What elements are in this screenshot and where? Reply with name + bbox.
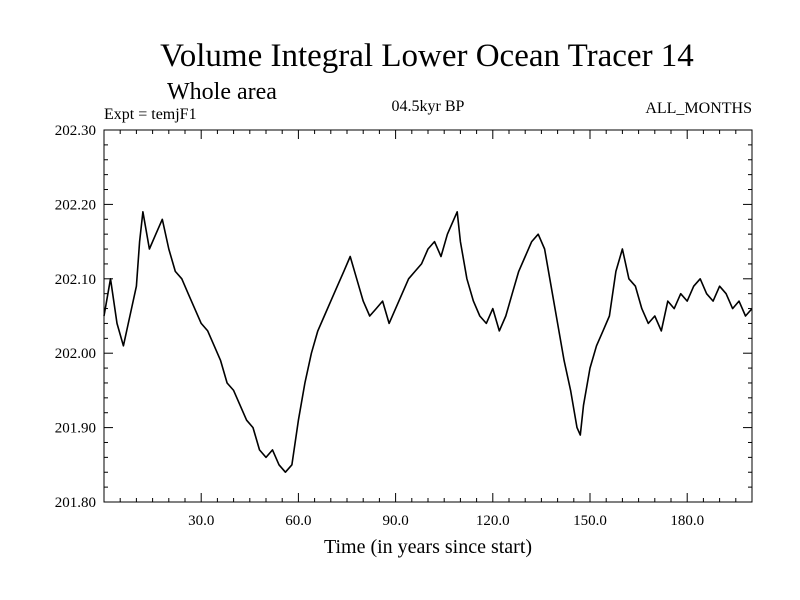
x-tick-label: 30.0 — [188, 513, 214, 529]
x-tick-labels: 30.0 60.0 90.0 120.0 150.0 180.0 — [188, 513, 704, 529]
y-tick-label: 201.90 — [55, 421, 96, 437]
months-label: ALL_MONTHS — [645, 100, 752, 117]
x-tick-label: 150.0 — [573, 513, 607, 529]
x-tick-label: 90.0 — [382, 513, 408, 529]
chart-subtitle: Whole area — [167, 79, 277, 105]
experiment-label: Expt = temjF1 — [104, 106, 197, 123]
y-tick-label: 202.10 — [55, 272, 96, 288]
y-tick-label: 201.80 — [55, 495, 96, 511]
y-tick-label: 202.20 — [55, 197, 96, 213]
y-tick-label: 202.30 — [55, 123, 96, 139]
y-tick-label: 202.00 — [55, 346, 96, 362]
x-tick-label: 60.0 — [285, 513, 311, 529]
axis-ticks — [104, 129, 752, 503]
chart-title: Volume Integral Lower Ocean Tracer 14 — [160, 38, 694, 74]
x-tick-label: 180.0 — [670, 513, 704, 529]
x-tick-label: 120.0 — [476, 513, 510, 529]
x-axis-label: Time (in years since start) — [324, 536, 532, 558]
data-series-line — [103, 211, 753, 474]
y-tick-labels: 201.80 201.90 202.00 202.10 202.20 202.30 — [55, 123, 96, 511]
period-label: 04.5kyr BP — [392, 98, 465, 115]
